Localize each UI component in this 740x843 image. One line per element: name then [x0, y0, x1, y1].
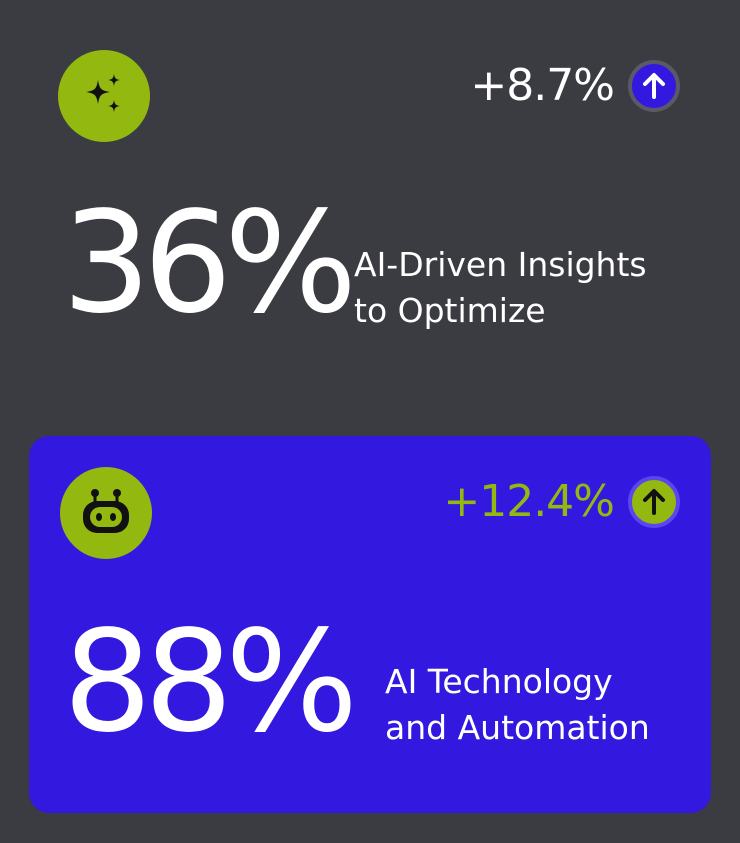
- robot-badge: [60, 467, 152, 559]
- stat-description-line2: to Optimize: [354, 291, 546, 330]
- stat-value: 88%: [63, 601, 358, 764]
- change-indicator: +12.4%: [443, 476, 680, 528]
- stat-description-line1: AI-Driven Insights: [354, 245, 647, 284]
- stat-description: AI Technology and Automation: [385, 659, 705, 751]
- stat-card-insights: +8.7% 36% AI-Driven Insights to Optimize: [0, 0, 740, 420]
- stat-value: 36%: [62, 182, 357, 345]
- sparkles-badge: [58, 50, 150, 142]
- stat-description-line2: and Automation: [385, 708, 650, 747]
- robot-icon: [80, 487, 132, 539]
- change-indicator: +8.7%: [470, 60, 680, 112]
- sparkles-icon: [80, 70, 128, 122]
- change-value: +12.4%: [443, 476, 615, 527]
- stat-card-automation: +12.4% 88% AI Technology and Automation: [29, 436, 711, 813]
- arrow-up-icon: [628, 476, 680, 528]
- stat-description-line1: AI Technology: [385, 662, 613, 701]
- arrow-up-icon: [628, 60, 680, 112]
- stat-description: AI-Driven Insights to Optimize: [354, 242, 694, 334]
- change-value: +8.7%: [470, 60, 615, 111]
